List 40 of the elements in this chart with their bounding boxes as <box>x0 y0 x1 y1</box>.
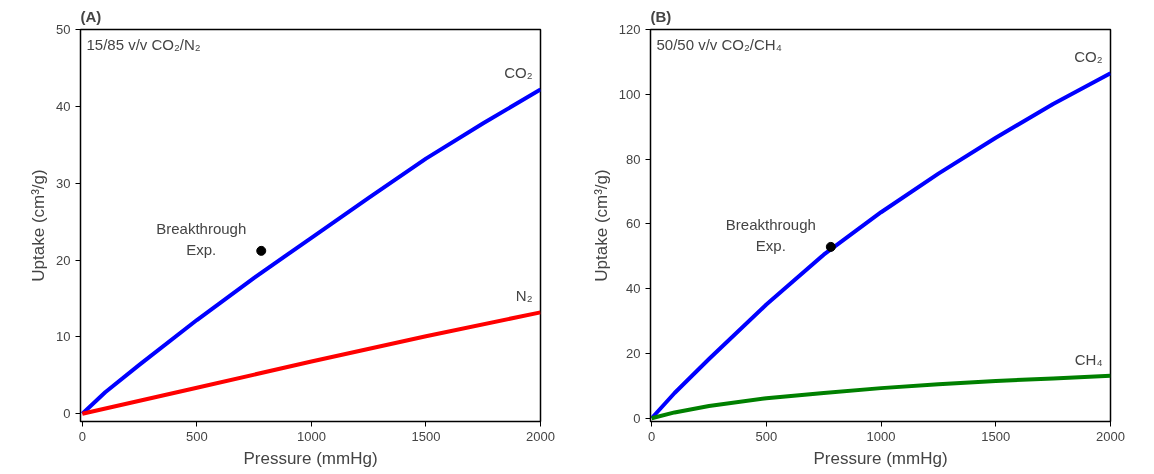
line-series <box>80 87 541 416</box>
x-axis-title: Pressure (mmHg) <box>243 448 378 468</box>
x-tick-label: 1000 <box>866 428 896 444</box>
x-tick-label: 500 <box>186 428 208 444</box>
chart-title: (A) <box>80 7 102 25</box>
x-tick-label: 1500 <box>411 428 441 444</box>
annotation: 15/85 v/v CO₂/N₂ <box>86 35 201 53</box>
x-tick-label: 1000 <box>296 428 326 444</box>
x-tick-label: 0 <box>648 428 656 444</box>
y-tick-label: 20 <box>626 345 641 361</box>
y-tick-label: 0 <box>63 406 71 422</box>
annotation: 50/50 v/v CO₂/CH₄ <box>656 35 782 53</box>
x-axis-title: Pressure (mmHg) <box>813 448 948 468</box>
y-tick-label: 0 <box>633 410 641 426</box>
y-tick-label: 60 <box>626 216 641 232</box>
series-label: CH₄ <box>1074 350 1103 368</box>
x-tick-label: 2000 <box>526 428 555 444</box>
y-tick-label: 40 <box>626 281 641 297</box>
y-tick-label: 20 <box>56 252 71 268</box>
y-tick-label: 80 <box>626 151 641 167</box>
x-tick-label: 2000 <box>1096 428 1125 444</box>
y-tick-label: 40 <box>56 98 71 114</box>
y-tick-label: 50 <box>56 22 71 37</box>
series-label: Breakthrough Exp. <box>156 220 247 258</box>
chart-title: (B) <box>650 7 672 25</box>
series-label: Breakthrough Exp. <box>725 216 816 254</box>
y-axis-title: Uptake (cm³/g) <box>29 169 49 282</box>
series-label: N₂ <box>515 287 533 305</box>
x-tick-label: 1500 <box>981 428 1011 444</box>
y-tick-label: 30 <box>56 175 71 191</box>
y-axis-title: Uptake (cm³/g) <box>591 169 611 282</box>
line-series <box>650 373 1111 421</box>
series-label: CO₂ <box>504 64 533 82</box>
y-tick-label: 10 <box>56 329 71 345</box>
x-tick-label: 500 <box>755 428 778 444</box>
y-tick-label: 120 <box>618 22 641 37</box>
x-tick-label: 0 <box>78 428 86 444</box>
series-label: CO₂ <box>1074 48 1103 66</box>
line-series <box>80 310 541 416</box>
y-tick-label: 100 <box>618 86 641 102</box>
